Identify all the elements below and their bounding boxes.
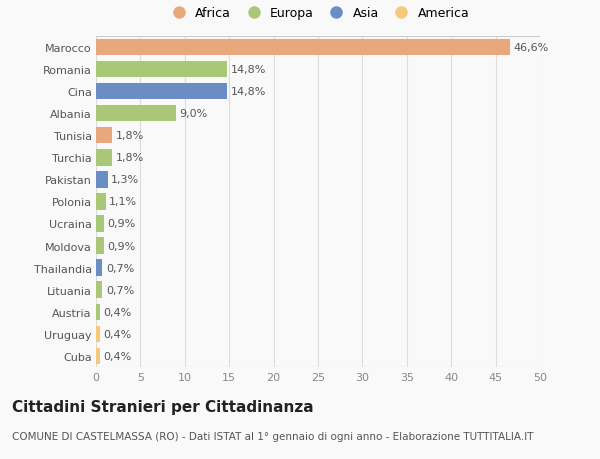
Text: 14,8%: 14,8% (231, 87, 266, 97)
Text: 0,4%: 0,4% (103, 307, 131, 317)
Text: 0,7%: 0,7% (106, 263, 134, 273)
Legend: Africa, Europa, Asia, America: Africa, Europa, Asia, America (163, 3, 473, 24)
Text: 1,8%: 1,8% (116, 153, 144, 163)
Text: 0,9%: 0,9% (107, 241, 136, 251)
Bar (96, 216, 104, 232)
Bar (96, 282, 102, 298)
Bar (96, 238, 104, 254)
Text: 0,4%: 0,4% (103, 351, 131, 361)
Bar (96, 260, 102, 276)
Text: 0,9%: 0,9% (107, 219, 136, 229)
Bar (96, 304, 100, 320)
Bar (96, 172, 107, 188)
Text: 1,1%: 1,1% (109, 197, 137, 207)
Bar (96, 348, 100, 364)
Text: 46,6%: 46,6% (514, 43, 548, 53)
Bar (96, 62, 227, 78)
Text: 0,7%: 0,7% (106, 285, 134, 295)
Text: 14,8%: 14,8% (231, 65, 266, 75)
Bar (96, 194, 106, 210)
Bar (96, 84, 227, 100)
Text: 0,4%: 0,4% (103, 329, 131, 339)
Text: 1,3%: 1,3% (111, 175, 139, 185)
Text: 1,8%: 1,8% (116, 131, 144, 141)
Text: Cittadini Stranieri per Cittadinanza: Cittadini Stranieri per Cittadinanza (12, 399, 314, 414)
Bar (96, 326, 100, 342)
Text: COMUNE DI CASTELMASSA (RO) - Dati ISTAT al 1° gennaio di ogni anno - Elaborazion: COMUNE DI CASTELMASSA (RO) - Dati ISTAT … (12, 431, 533, 442)
Bar (96, 128, 112, 144)
Bar (96, 106, 176, 122)
Bar (96, 39, 510, 56)
Text: 9,0%: 9,0% (179, 109, 208, 119)
Bar (96, 150, 112, 166)
